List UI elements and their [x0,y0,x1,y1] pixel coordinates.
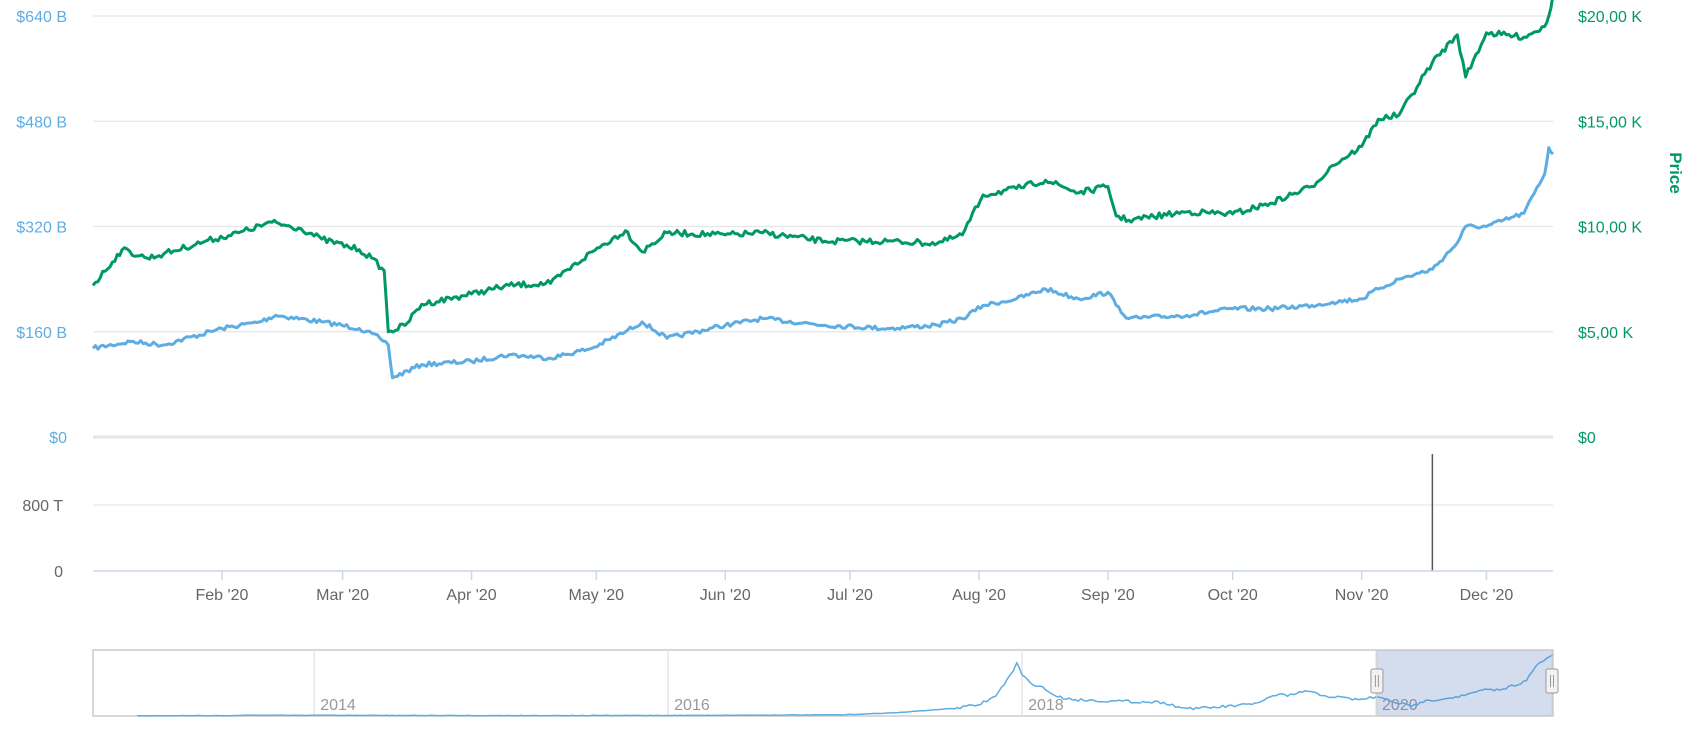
navigator-year-label: 2014 [320,697,356,714]
volume-tick-label: 800 T [22,498,63,515]
x-tick-label: Apr '20 [446,587,496,604]
right-axis-title: Price [1666,152,1685,194]
right-axis-ticks: $0 $5,00 K $10,00 K $15,00 K $20,00 K [1578,9,1642,447]
volume-tick-label: 0 [54,564,63,581]
navigator-year-label: 2018 [1028,697,1064,714]
navigator-line [137,654,1554,717]
left-tick-label: $160 B [16,325,67,342]
navigator-selection[interactable] [1376,649,1553,717]
left-tick-label: $480 B [16,114,67,131]
price-series [91,0,1555,380]
right-tick-label: $5,00 K [1578,325,1633,342]
left-tick-label: $0 [49,430,67,447]
navigator-handle-right[interactable] [1545,668,1559,694]
left-tick-label: $640 B [16,9,67,26]
x-tick-label: Sep '20 [1081,587,1135,604]
series-line-left [91,146,1555,380]
left-axis-ticks: $0 $160 B $320 B $480 B $640 B [16,9,67,447]
x-tick-label: Aug '20 [952,587,1006,604]
main-chart-grid [93,15,1553,439]
right-tick-label: $0 [1578,430,1596,447]
right-tick-label: $10,00 K [1578,220,1642,237]
x-tick-label: Feb '20 [196,587,249,604]
x-tick-label: Nov '20 [1335,587,1389,604]
left-tick-label: $320 B [16,220,67,237]
navigator[interactable]: 2014201620182020 [92,649,1559,717]
x-tick-label: Mar '20 [316,587,369,604]
right-tick-label: $20,00 K [1578,9,1642,26]
x-tick-label: Jun '20 [700,587,751,604]
right-tick-label: $15,00 K [1578,114,1642,131]
navigator-year-label: 2016 [674,697,710,714]
navigator-frame [92,649,1554,717]
navigator-handle-left[interactable] [1370,668,1384,694]
x-tick-label: May '20 [569,587,625,604]
x-tick-label: Oct '20 [1208,587,1258,604]
series-line-right [91,0,1554,334]
volume-chart: 0 800 T [22,454,1553,581]
x-tick-label: Dec '20 [1460,587,1514,604]
x-tick-label: Jul '20 [827,587,873,604]
x-axis: Feb '20 Mar '20 Apr '20 May '20 Jun '20 Jul '… [93,570,1553,604]
